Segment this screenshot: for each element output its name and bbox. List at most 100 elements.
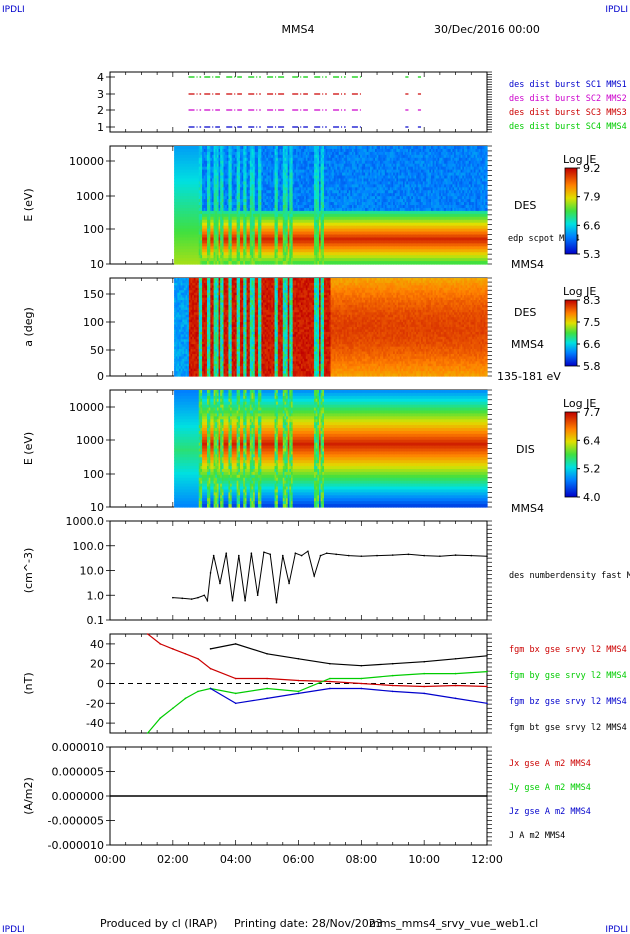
- density-point: [486, 555, 488, 557]
- bfield-point: [423, 672, 425, 675]
- des-energy-panel-ytick-label: 10000: [69, 155, 104, 168]
- density-point: [407, 553, 410, 556]
- current-panel-ytick-label: 0.000010: [52, 741, 105, 754]
- density-point: [238, 554, 240, 557]
- density-point: [256, 594, 259, 597]
- pitch-colorbar-title: Log JE: [563, 285, 596, 298]
- density-point: [347, 554, 350, 557]
- density-panel-ytick-label: 0.1: [87, 614, 105, 627]
- dis-energy-spacecraft-label: MMS4: [511, 502, 544, 515]
- density-panel-frame: [109, 520, 488, 621]
- pitch-label: DES: [514, 306, 536, 319]
- bfield-point: [360, 687, 363, 690]
- dis-energy-panel-ylabel: E (eV): [22, 432, 35, 465]
- current-panel-ytick-label: -0.000005: [48, 815, 104, 828]
- bfield-point: [297, 657, 300, 660]
- current-legend-entry: Jz gse A m2 MMS4: [509, 807, 591, 817]
- density-point: [225, 552, 228, 555]
- spacecraft-title: MMS4: [282, 23, 315, 36]
- density-point: [294, 552, 297, 555]
- current-legend-entry: Jy gse A m2 MMS4: [509, 783, 591, 793]
- corner-label-top-right: IPDLI: [605, 5, 628, 15]
- footer-printing-date: Printing date: 28/Nov/2023: [234, 917, 383, 930]
- bfield-point: [266, 687, 268, 690]
- bfield-point: [454, 697, 457, 700]
- density-point: [325, 552, 328, 555]
- density-point: [300, 554, 303, 557]
- pitch-panel-ytick-label: 50: [90, 344, 104, 357]
- density-panel-ytick-label: 1.0: [87, 589, 105, 602]
- bfield-point: [197, 657, 199, 660]
- pitch-colorbar: [564, 299, 578, 367]
- bfield-point: [454, 657, 457, 660]
- bfield-legend-entry: fgm bz gse srvy l2 MMS4: [509, 697, 627, 707]
- bfield-point: [234, 702, 237, 705]
- density-point: [335, 553, 338, 556]
- bfield-point: [159, 643, 162, 645]
- density-point: [307, 550, 309, 553]
- pitch-colorbar-label: 7.5: [583, 316, 601, 329]
- bfield-point: [197, 690, 199, 693]
- bfield-point: [360, 677, 363, 680]
- des-energy-colorbar-label: 6.6: [583, 219, 601, 232]
- des-energy-sublabel: edp scpot MMS4: [508, 234, 580, 244]
- density-point: [376, 554, 378, 557]
- des-energy-spacecraft-label: MMS4: [511, 258, 544, 271]
- des-energy-panel-ytick-label: 100: [83, 223, 104, 236]
- des-energy-colorbar-title: Log JE: [563, 153, 596, 166]
- bfield-series-4: [210, 643, 488, 667]
- bfield-point: [486, 702, 488, 705]
- density-point: [219, 582, 221, 585]
- density-point: [190, 598, 193, 600]
- density-panel-ytick-label: 100.0: [73, 540, 105, 553]
- bfield-point: [329, 677, 331, 680]
- density-point: [423, 554, 425, 557]
- dis-energy-colorbar-label: 6.4: [583, 434, 601, 447]
- bfield-point: [297, 679, 300, 682]
- bfield-point: [360, 664, 363, 667]
- pitch-colorbar-label: 5.8: [583, 360, 601, 373]
- dis-energy-colorbar-label: 5.2: [583, 463, 601, 476]
- dis-energy-panel-ytick-label: 10000: [69, 401, 104, 414]
- time-axis-label: 06:00: [283, 853, 315, 866]
- density-point: [269, 553, 272, 556]
- bfield-point: [486, 670, 488, 673]
- bfield-point: [209, 648, 212, 650]
- density-point: [319, 554, 322, 557]
- dis-energy-label: DIS: [516, 443, 535, 456]
- bfield-point: [297, 690, 300, 693]
- pitch-panel-ylabel: a (deg): [22, 307, 35, 347]
- dis-energy-colorbar-title: Log JE: [563, 397, 596, 410]
- pitch-panel-ytick-label: 0: [97, 370, 104, 383]
- burst-panel-frame: [109, 71, 488, 133]
- footer-produced-by: Produced by cl (IRAP): [100, 917, 217, 930]
- dis-energy-colorbar: [564, 411, 578, 498]
- bfield-panel-ytick-label: 0: [97, 678, 104, 691]
- density-point: [360, 555, 363, 557]
- dis-energy-panel-ytick-label: 1000: [76, 434, 104, 447]
- bfield-point: [234, 643, 237, 645]
- burst-legend-entry: des dist burst SC3 MMS3: [509, 108, 627, 118]
- bfield-point: [454, 672, 457, 675]
- des-energy-label: DES: [514, 199, 536, 212]
- corner-label-bottom-left: IPDLI: [2, 925, 25, 934]
- bfield-point: [329, 662, 331, 665]
- density-point: [231, 599, 234, 602]
- footer-file: mms_mms4_srvy_vue_web1.cl: [369, 917, 538, 930]
- plot-panels: 4 3 2 1 des dist burst SC1 MMS1 des dist burs…: [22, 71, 630, 866]
- current-panel-ytick-label: 0.000005: [52, 766, 105, 779]
- bfield-point: [360, 682, 363, 685]
- bfield-point: [391, 662, 394, 665]
- bfield-panel-ytick-label: 20: [90, 658, 104, 671]
- bfield-point: [486, 685, 488, 688]
- bfield-legend-entry: fgm bt gse srvy l2 MMS4: [509, 723, 627, 733]
- density-point: [181, 597, 184, 600]
- dis-energy-colorbar-label: 7.7: [583, 406, 601, 419]
- des-energy-colorbar-label: 9.2: [583, 162, 601, 175]
- pitch-panel-ytick-label: 150: [83, 288, 104, 301]
- density-point: [244, 599, 246, 602]
- density-point: [212, 554, 215, 557]
- bfield-point: [391, 690, 394, 693]
- bfield-point: [454, 684, 457, 687]
